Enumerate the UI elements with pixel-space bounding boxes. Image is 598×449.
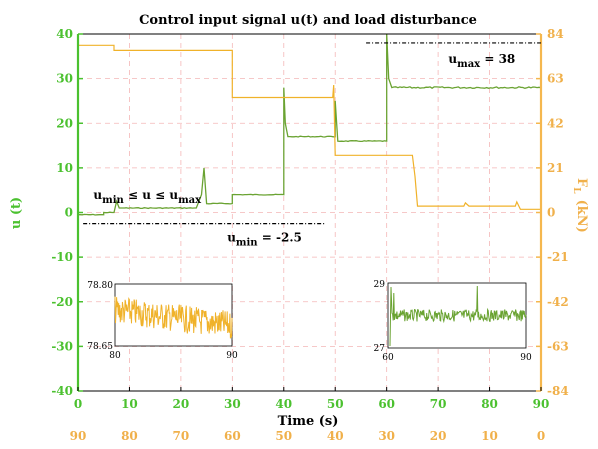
x-tick-label-secondary: 20 <box>430 429 447 443</box>
constraint-label-part: min <box>102 195 124 206</box>
x-tick-label: 60 <box>378 397 395 411</box>
inset-u-y-tick: 27 <box>374 344 386 354</box>
x-tick-label: 10 <box>121 397 138 411</box>
x-tick-label-secondary: 60 <box>224 429 241 443</box>
y-tick-label-right: 63 <box>547 72 564 86</box>
y-axis-right-label-unit: (kN) <box>574 200 589 233</box>
y-tick-label-left: 20 <box>56 116 73 130</box>
constraint-label-part: ≤ u ≤ u <box>124 188 179 202</box>
inset-u-x-tick: 60 <box>382 353 394 363</box>
series-line-u <box>78 33 542 216</box>
y-tick-label-left: -10 <box>51 250 73 264</box>
x-tick-label: 0 <box>74 397 82 411</box>
x-tick-label-secondary: 40 <box>327 429 344 443</box>
inset-load-x-tick: 80 <box>109 351 121 361</box>
y-tick-label-right: 84 <box>547 27 564 41</box>
x-tick-label-secondary: 10 <box>481 429 498 443</box>
x-tick-label: 70 <box>430 397 447 411</box>
series-line-load <box>78 44 541 210</box>
umax-label-value: = 38 <box>480 52 515 66</box>
umin-label-sub: min <box>236 238 258 249</box>
x-tick-label: 90 <box>533 397 550 411</box>
y-axis-right-label-sub: L <box>571 187 581 194</box>
x-tick-label: 30 <box>224 397 241 411</box>
umin-label-u: u <box>227 231 236 245</box>
ticks: 40 30 20 10 0 -10 -20 -30 -40 84 63 42 21 0 -21 -42 -63 -… <box>51 27 568 443</box>
y-tick-label-left: -40 <box>51 384 73 398</box>
y-tick-label-left: 10 <box>56 161 73 175</box>
umax-label-sub: max <box>457 59 481 70</box>
x-tick-label-secondary: 80 <box>121 429 138 443</box>
constraint-label-part: u <box>93 188 102 202</box>
y-tick-label-left: 40 <box>56 27 73 41</box>
inset-u-line <box>389 285 527 347</box>
series-layer <box>78 33 542 216</box>
x-tick-label-secondary: 50 <box>275 429 292 443</box>
inset-load-x-tick: 90 <box>226 351 238 361</box>
x-axis-label: Time (s) <box>278 414 339 429</box>
umin-label: umin = -2.5 <box>227 231 302 249</box>
constraint-label-part: max <box>178 195 202 206</box>
inset-u-y-tick: 29 <box>374 280 386 290</box>
y-tick-label-right: -63 <box>547 339 569 353</box>
x-tick-label: 50 <box>327 397 344 411</box>
x-tick-label: 40 <box>275 397 292 411</box>
x-tick-label: 80 <box>481 397 498 411</box>
y-axis-left-label: u (t) <box>9 197 24 229</box>
x-tick-label-secondary: 70 <box>173 429 190 443</box>
inset-load-y-tick: 78.65 <box>87 342 113 352</box>
y-axis-right-label: FL (kN) <box>571 178 589 233</box>
umax-label: umax = 38 <box>448 52 515 70</box>
y-tick-label-right: 0 <box>547 206 555 220</box>
y-axis-right-label-main: F <box>574 178 589 188</box>
x-tick-label: 20 <box>173 397 190 411</box>
umax-label-u: u <box>448 52 457 66</box>
y-tick-label-right: 21 <box>547 161 564 175</box>
y-tick-label-right: -21 <box>547 250 569 264</box>
y-tick-label-right: 42 <box>547 116 564 130</box>
inset-load-line <box>114 296 233 339</box>
x-tick-label-secondary: 30 <box>378 429 395 443</box>
chart-title: Control input signal u(t) and load distu… <box>139 13 477 28</box>
constraint-label: umin ≤ u ≤ umax <box>93 188 202 206</box>
y-tick-label-right: -84 <box>547 384 569 398</box>
inset-u-x-tick: 90 <box>520 353 532 363</box>
y-tick-label-right: -42 <box>547 295 569 309</box>
x-tick-label-secondary: 0 <box>537 429 545 443</box>
y-tick-label-left: 0 <box>65 206 73 220</box>
y-tick-label-left: 30 <box>56 72 73 86</box>
x-tick-label-secondary: 90 <box>70 429 87 443</box>
inset-load-y-tick: 78.80 <box>87 281 113 291</box>
y-tick-label-left: -20 <box>51 295 73 309</box>
umin-label-value: = -2.5 <box>258 231 302 245</box>
y-tick-label-left: -30 <box>51 339 73 353</box>
